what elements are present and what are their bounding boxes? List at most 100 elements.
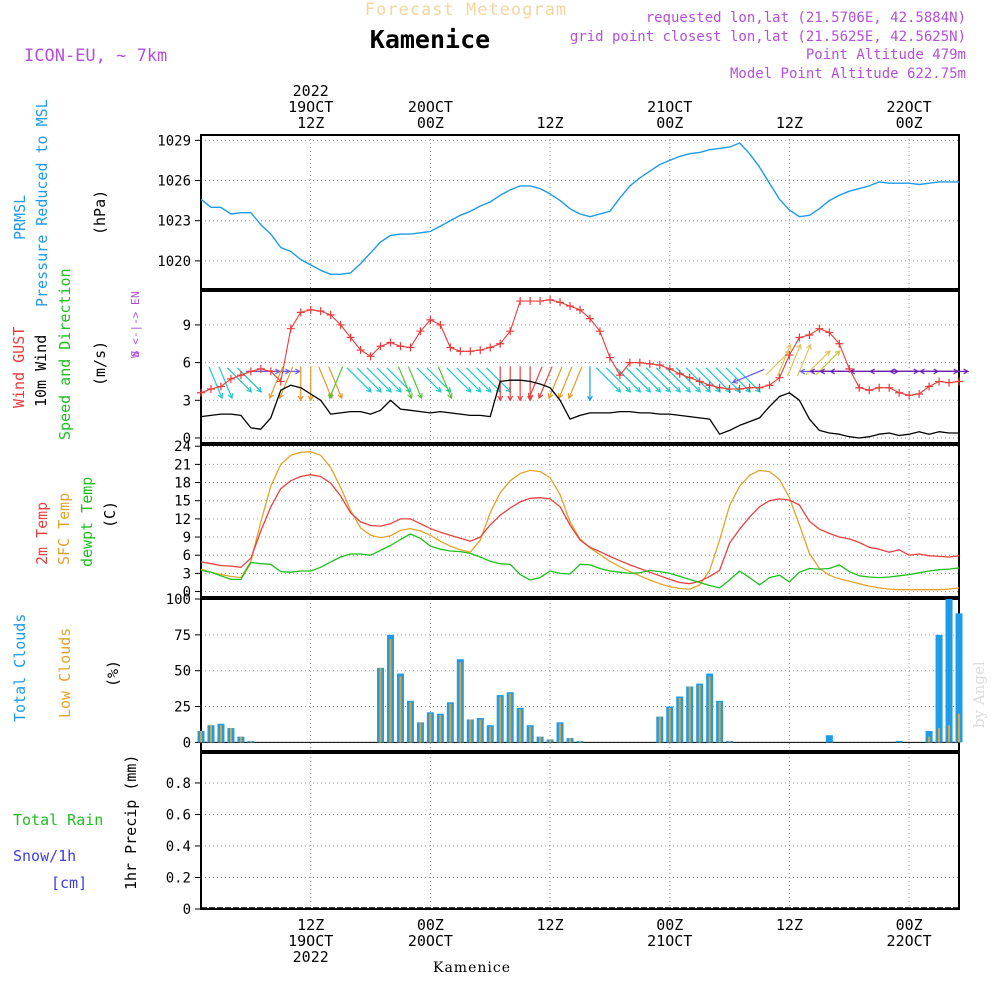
gust-marker <box>326 310 335 319</box>
low-cloud-bar <box>489 726 492 743</box>
gust-marker <box>925 382 934 391</box>
time-label-top: 00Z <box>417 114 444 132</box>
gust-marker <box>615 371 624 380</box>
y-tick-label: 1026 <box>157 174 191 190</box>
wind-arrow-head <box>507 395 514 402</box>
gust-marker <box>316 307 325 316</box>
time-label-top: 19OCT <box>288 98 333 116</box>
wind-arrow-head <box>625 386 632 393</box>
side-labels: PRMSL Pressure Reduced to MSL (hPa) Wind… <box>10 99 142 890</box>
gust-marker <box>476 346 485 355</box>
wind-arrow-shaft <box>318 366 333 399</box>
model-label: ICON-EU, ~ 7km <box>24 46 167 66</box>
wind-arrow-shaft <box>476 367 502 393</box>
wind-arrow-shaft <box>208 366 223 399</box>
panel-frame <box>200 134 960 290</box>
wind-arrow-shaft <box>605 367 631 393</box>
y-tick-label: 21 <box>174 457 191 473</box>
gust-marker <box>655 361 664 370</box>
wind-arrow-head <box>918 368 925 375</box>
wind-arrow-head <box>675 386 682 393</box>
gust-marker <box>665 364 674 373</box>
wind-arrow-head <box>465 386 472 393</box>
panel-frame <box>200 752 960 910</box>
temp-unit-label: (C) <box>101 501 119 528</box>
low-cloud-bar <box>479 719 482 743</box>
gust-marker <box>226 374 235 383</box>
y-tick-label: 0 <box>183 735 191 751</box>
gust-marker <box>775 373 784 382</box>
gust-marker <box>496 339 505 348</box>
gust-marker <box>546 295 555 304</box>
low-cloud-bar <box>200 730 202 743</box>
wind-arrow <box>645 367 672 393</box>
panel-frame <box>200 598 960 752</box>
time-label-top: 12Z <box>776 114 803 132</box>
wind-arrow-shaft <box>437 366 452 399</box>
wind-arrow-head <box>799 368 806 375</box>
wind-arrow-shaft <box>486 367 512 393</box>
wind-arrow-head <box>824 350 831 356</box>
gust-marker <box>685 373 694 382</box>
wind-arrow <box>407 366 423 400</box>
gust-marker <box>585 314 594 323</box>
gust-marker <box>715 383 724 392</box>
wind-arrow <box>328 366 344 400</box>
wind-arrow-shaft <box>635 367 661 393</box>
gust-marker <box>206 384 215 393</box>
wind-arrow-shaft <box>595 367 621 393</box>
wind-arrow-shaft <box>456 367 482 393</box>
wind-arrow-head <box>295 368 301 375</box>
gust-marker <box>825 328 834 337</box>
total-cloud-bar <box>925 730 933 743</box>
snow-label: Snow/1h <box>13 847 76 865</box>
wind-arrow <box>376 367 402 393</box>
wind-arrow-shaft <box>625 367 651 393</box>
gust-marker <box>466 347 475 356</box>
low-cloud-bar <box>219 725 222 743</box>
wind-arrow <box>776 343 792 377</box>
wind-arrow-head <box>517 395 524 402</box>
dewpt-line <box>200 533 960 589</box>
gust-marker <box>406 343 415 352</box>
wind-arrow-shaft <box>705 367 731 393</box>
wind-arrow-head <box>366 386 372 393</box>
gust-marker <box>446 343 455 352</box>
time-label-bottom: 12Z <box>537 916 564 934</box>
gust-marker <box>526 297 535 306</box>
y-tick-label: 0 <box>183 431 191 447</box>
time-label-top: 12Z <box>537 114 564 132</box>
wind-arrow-shaft <box>446 367 472 393</box>
wind-arrow-head <box>809 368 816 375</box>
low-cloud-bar <box>718 702 721 743</box>
wind-arrow-head <box>395 386 402 393</box>
time-label-bottom: 2022 <box>293 948 329 966</box>
wind-arrow-head <box>655 386 662 393</box>
wind-arrow-head <box>386 386 392 393</box>
low-cloud-bar <box>509 693 512 743</box>
panel-frame <box>200 444 960 598</box>
wind-arrow-shaft <box>329 366 344 399</box>
wind-arrow-head <box>337 393 343 400</box>
info-line-2: grid point closest lon,lat (21.5625E, 42… <box>570 29 966 45</box>
wind-arrow <box>605 367 632 393</box>
y-tick-label: 1023 <box>157 214 191 230</box>
low-cloud-bar <box>229 728 232 743</box>
wind-arrow <box>567 366 583 400</box>
low-cloud-bar <box>499 696 502 743</box>
gust-marker <box>506 327 515 336</box>
wind-arrow-shaft <box>407 366 423 399</box>
wind-arrow-head <box>695 386 702 393</box>
compass-s: S <box>129 350 142 357</box>
time-label-bottom: 20OCT <box>408 932 453 950</box>
wind-arrow-head <box>869 368 875 375</box>
wind-arrow-head <box>407 393 413 400</box>
wind-arrow-head <box>615 386 622 393</box>
wind-arrow <box>625 367 652 393</box>
wind10-line <box>200 379 959 439</box>
total-cloud-bar <box>895 740 903 743</box>
time-label-top: 12Z <box>297 114 324 132</box>
wind-arrow <box>416 367 442 393</box>
compass-n: N <box>129 291 142 298</box>
wind-unit-label: (m/s) <box>91 341 109 386</box>
